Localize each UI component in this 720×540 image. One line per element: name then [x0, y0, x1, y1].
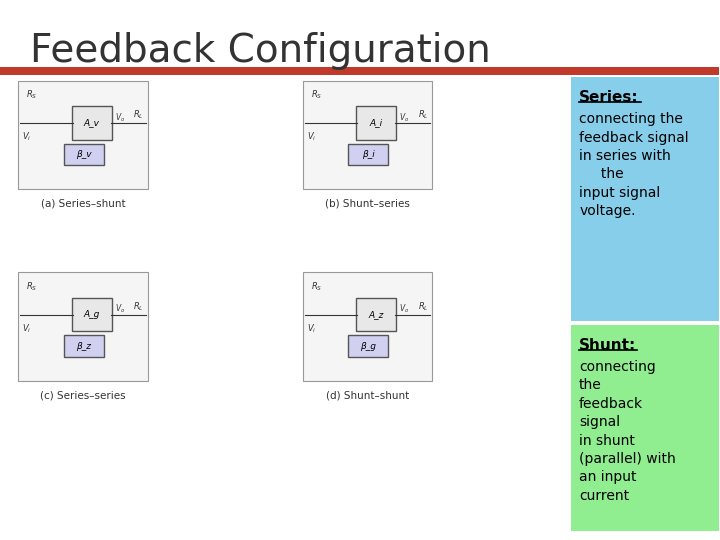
Text: A_v: A_v: [84, 118, 100, 127]
Text: $R_S$: $R_S$: [26, 89, 37, 101]
Text: $R_L$: $R_L$: [133, 109, 144, 122]
Text: (a) Series–shunt: (a) Series–shunt: [40, 199, 125, 208]
Text: $V_o$: $V_o$: [400, 303, 410, 315]
FancyBboxPatch shape: [64, 335, 104, 357]
FancyBboxPatch shape: [571, 325, 719, 531]
FancyBboxPatch shape: [18, 273, 148, 381]
Text: $V_o$: $V_o$: [400, 111, 410, 124]
Text: connecting the
feedback signal
in series with
     the
input signal
voltage.: connecting the feedback signal in series…: [579, 112, 689, 218]
Text: (d) Shunt–shunt: (d) Shunt–shunt: [325, 390, 409, 401]
Text: $V_i$: $V_i$: [307, 131, 316, 143]
Text: A_z: A_z: [369, 310, 384, 319]
Text: (b) Shunt–series: (b) Shunt–series: [325, 199, 410, 208]
FancyBboxPatch shape: [64, 144, 104, 165]
Text: Series:: Series:: [579, 91, 639, 105]
Text: $V_o$: $V_o$: [114, 111, 125, 124]
Text: β_z: β_z: [76, 342, 91, 351]
FancyBboxPatch shape: [302, 273, 432, 381]
FancyBboxPatch shape: [302, 80, 432, 189]
FancyBboxPatch shape: [18, 80, 148, 189]
FancyBboxPatch shape: [72, 298, 112, 332]
FancyBboxPatch shape: [356, 298, 397, 332]
FancyBboxPatch shape: [348, 144, 388, 165]
Text: Shunt:: Shunt:: [579, 339, 636, 353]
Text: β_g: β_g: [361, 342, 377, 351]
Text: connecting
the
feedback
signal
in shunt
(parallel) with
an input
current: connecting the feedback signal in shunt …: [579, 360, 676, 503]
FancyBboxPatch shape: [356, 106, 397, 140]
Text: $V_i$: $V_i$: [307, 322, 316, 335]
FancyBboxPatch shape: [348, 335, 388, 357]
Text: $R_S$: $R_S$: [310, 280, 322, 293]
Text: (c) Series–series: (c) Series–series: [40, 390, 126, 401]
FancyBboxPatch shape: [0, 67, 719, 75]
Text: $V_i$: $V_i$: [22, 322, 31, 335]
Text: A_i: A_i: [370, 118, 383, 127]
FancyBboxPatch shape: [72, 106, 112, 140]
Text: $R_L$: $R_L$: [133, 301, 144, 313]
Text: $R_S$: $R_S$: [310, 89, 322, 101]
Text: $R_L$: $R_L$: [418, 301, 428, 313]
Text: $V_i$: $V_i$: [22, 131, 31, 143]
Text: β_v: β_v: [76, 150, 91, 159]
Text: $V_o$: $V_o$: [114, 303, 125, 315]
Text: $R_S$: $R_S$: [26, 280, 37, 293]
Text: A_g: A_g: [84, 310, 100, 319]
Text: Feedback Configuration: Feedback Configuration: [30, 32, 491, 70]
Text: $R_L$: $R_L$: [418, 109, 428, 122]
Text: β_i: β_i: [362, 150, 375, 159]
FancyBboxPatch shape: [571, 77, 719, 321]
